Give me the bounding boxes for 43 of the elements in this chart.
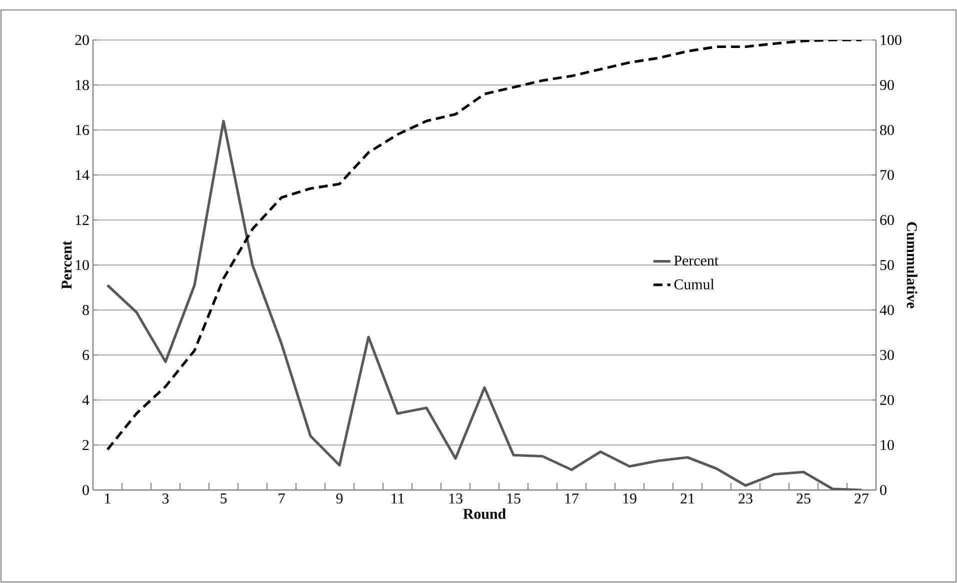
y2-tick-label: 10 — [880, 440, 894, 450]
y-tick-label: 12 — [76, 215, 89, 225]
x-tick-label: 17 — [565, 494, 579, 504]
y-tick-label: 16 — [76, 124, 90, 136]
x-tick-label: 11 — [392, 494, 404, 504]
x-tick-label: 9 — [336, 494, 343, 504]
y2-tick-label: 100 — [880, 34, 902, 46]
y-tick-label: 8 — [82, 304, 89, 316]
x-axis-title: Round — [463, 508, 506, 519]
legend-label: Percent — [674, 256, 718, 266]
y2-axis-title: Cummulative — [906, 222, 918, 308]
x-tick-label: 15 — [507, 494, 520, 504]
y2-tick-label: 50 — [880, 260, 894, 270]
y-tick-label: 10 — [76, 260, 89, 270]
x-tick-label: 5 — [220, 494, 227, 504]
y-tick-label: 6 — [82, 350, 90, 360]
x-tick-label: 25 — [796, 494, 810, 504]
y-tick-label: 2 — [82, 440, 89, 450]
y-tick-label: 20 — [75, 34, 89, 46]
y2-tick-label: 0 — [880, 484, 886, 496]
x-tick-label: 19 — [623, 494, 636, 504]
line-series — [106, 40, 863, 451]
y2-tick-label: 40 — [880, 304, 894, 316]
y-tick-label: 4 — [82, 395, 90, 405]
y2-tick-label: 30 — [880, 350, 894, 360]
x-tick-label: 23 — [738, 494, 752, 504]
y-tick-label: 14 — [76, 170, 90, 180]
y2-tick-label: 70 — [880, 170, 894, 180]
x-tick-label: 21 — [680, 494, 694, 504]
line-series — [106, 120, 863, 490]
x-tick-label: 13 — [449, 494, 462, 504]
y2-tick-label: 80 — [880, 124, 894, 136]
y2-tick-label: 90 — [880, 80, 894, 90]
x-tick-label: 27 — [854, 494, 869, 504]
x-tick-label: 7 — [278, 494, 285, 504]
y-axis-title: Percent — [62, 240, 72, 290]
y-tick-label: 18 — [76, 80, 89, 90]
y-tick-label: 0 — [82, 484, 89, 496]
y2-tick-label: 60 — [880, 214, 894, 226]
x-tick-label: 1 — [105, 494, 110, 504]
y2-tick-label: 20 — [880, 394, 894, 406]
legend-label: Cumul — [674, 278, 714, 290]
x-tick-label: 3 — [162, 494, 169, 504]
